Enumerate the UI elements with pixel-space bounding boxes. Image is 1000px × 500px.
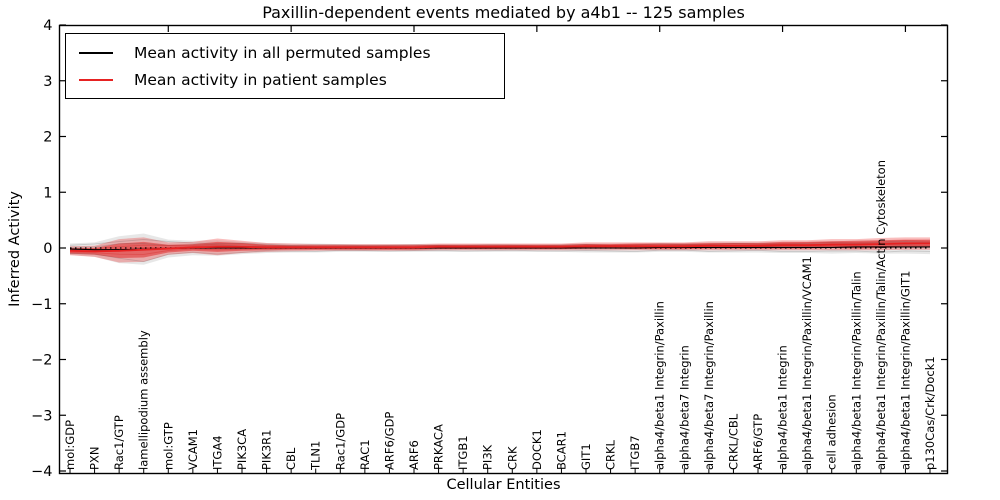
- x-tick-label: p130Cas/Crk/Dock1: [923, 356, 937, 470]
- x-tick-label: CRKL: [604, 439, 618, 470]
- plot-frame: [58, 24, 949, 475]
- x-tick-label: mol:GTP: [161, 422, 175, 470]
- y-tick-label: −2: [31, 353, 52, 369]
- x-tick-label: cell adhesion: [825, 394, 839, 470]
- x-tick-label: mol:GDP: [63, 420, 77, 470]
- y-tick-label: 0: [43, 241, 52, 257]
- x-tick-label: alpha4/beta7 Integrin: [677, 345, 691, 470]
- x-tick-label: CBL: [284, 447, 298, 470]
- legend-item-patient: Mean activity in patient samples: [79, 66, 504, 93]
- y-tick-label: −4: [31, 464, 52, 480]
- x-tick-label: alpha4/beta1 Integrin/Paxillin/Talin/Act…: [874, 160, 888, 470]
- permuted-mean-line: [69, 246, 930, 251]
- legend: Mean activity in all permuted samples Me…: [65, 33, 505, 99]
- x-tick-label: CRK: [505, 446, 519, 470]
- x-tick-label: Rac1/GDP: [333, 413, 347, 470]
- x-tick-label: GIT1: [579, 443, 593, 470]
- x-tick-label: ITGB7: [628, 435, 642, 470]
- x-tick-label: alpha4/beta1 Integrin: [776, 345, 790, 470]
- x-tick-label: PI3K: [481, 444, 495, 470]
- band-patient-spread-outer: [70, 237, 930, 263]
- x-tick-label: DOCK1: [530, 429, 544, 470]
- trace-line: [69, 249, 931, 263]
- x-tick-label: ARF6: [407, 440, 421, 470]
- x-tick-label: alpha4/beta7 Integrin/Paxillin: [702, 301, 716, 470]
- band-permuted-spread: [70, 233, 930, 265]
- x-tick-label: TLN1: [309, 441, 323, 471]
- x-tick-label: alpha4/beta1 Integrin/Paxillin: [653, 301, 667, 470]
- y-tick-label: 2: [43, 130, 52, 146]
- y-axis-label: Inferred Activity: [7, 191, 23, 307]
- chart-title: Paxillin-dependent events mediated by a4…: [262, 3, 745, 22]
- x-tick-label: PIK3CA: [235, 429, 249, 470]
- x-tick-label: PXN: [88, 447, 102, 470]
- x-tick-label: VCAM1: [186, 429, 200, 470]
- x-tick-label: ARF6/GDP: [382, 412, 396, 470]
- x-tick-label: alpha4/beta1 Integrin/Paxillin/Talin: [849, 271, 863, 470]
- x-tick-label: PIK3R1: [260, 430, 274, 471]
- x-tick-label: alpha4/beta1 Integrin/Paxillin/VCAM1: [800, 256, 814, 470]
- x-tick-label: RAC1: [358, 439, 372, 470]
- legend-label: Mean activity in patient samples: [134, 70, 387, 89]
- x-tick-label: ITGB1: [456, 435, 470, 470]
- x-tick-label: ARF6/GTP: [751, 414, 765, 470]
- y-tick-label: 3: [43, 74, 52, 90]
- legend-line-swatch-permuted: [79, 51, 113, 54]
- x-tick-label: Rac1/GTP: [112, 415, 126, 470]
- y-tick-label: −3: [31, 408, 52, 424]
- y-tick-label: 4: [43, 18, 52, 34]
- legend-line-swatch-patient: [79, 78, 113, 81]
- legend-label: Mean activity in all permuted samples: [134, 43, 431, 62]
- x-tick-label: ITGA4: [210, 435, 224, 470]
- x-tick-label: lamellipodium assembly: [137, 330, 151, 470]
- x-tick-label: BCAR1: [554, 431, 568, 470]
- x-tick-label: CRKL/CBL: [726, 413, 740, 470]
- trace-line: [69, 239, 931, 247]
- y-tick-label: −1: [31, 297, 52, 313]
- y-tick-label: 1: [43, 185, 52, 201]
- patient-mean-line: [69, 242, 930, 253]
- x-tick-label: PRKACA: [432, 424, 446, 470]
- x-tick-label: alpha4/beta1 Integrin/Paxillin/GIT1: [898, 271, 912, 470]
- legend-item-permuted: Mean activity in all permuted samples: [79, 39, 504, 66]
- band-patient-spread-inner: [70, 239, 930, 258]
- x-axis-label: Cellular Entities: [446, 477, 561, 493]
- trace-line: [69, 240, 931, 250]
